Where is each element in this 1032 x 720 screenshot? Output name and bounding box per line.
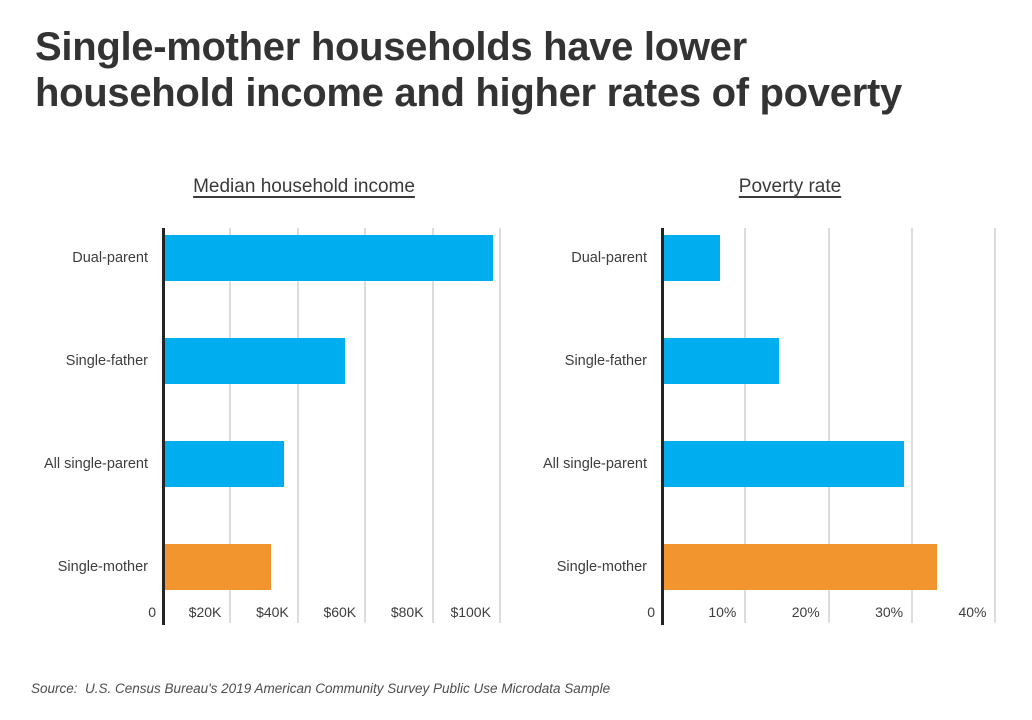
x-axis-tick-label: 0 xyxy=(148,604,156,620)
category-label: Dual-parent xyxy=(72,250,148,266)
x-axis-tick-label: 20% xyxy=(791,604,820,620)
y-axis-line xyxy=(660,228,664,625)
poverty-bar-single-mother xyxy=(663,544,938,590)
source-note: Source: U.S. Census Bureau's 2019 Americ… xyxy=(31,681,611,696)
gridline xyxy=(498,228,501,623)
poverty-bar-dual-parent xyxy=(663,235,721,281)
category-label: Single-father xyxy=(564,353,647,369)
income-bar-single-mother xyxy=(164,544,271,590)
x-axis-tick-label: 10% xyxy=(708,604,737,620)
x-axis-tick-label: $60K xyxy=(323,604,357,620)
page-title: Single-mother households have lower hous… xyxy=(35,25,902,115)
chart-title: Poverty rate xyxy=(738,176,842,197)
income-bar-dual-parent xyxy=(164,235,494,281)
gridline xyxy=(827,228,830,623)
gridline xyxy=(431,228,434,623)
income-bar-single-father xyxy=(164,338,345,384)
category-label: All single-parent xyxy=(44,456,148,472)
poverty-bar-single-father xyxy=(663,338,779,384)
category-label: Single-father xyxy=(65,353,148,369)
x-axis-tick-label: 40% xyxy=(958,604,987,620)
category-label: Single-mother xyxy=(57,559,148,575)
poverty-bar-all-single-parent xyxy=(663,441,904,487)
category-label: All single-parent xyxy=(543,456,647,472)
gridline xyxy=(994,228,997,623)
x-axis-tick-label: 0 xyxy=(647,604,655,620)
gridline xyxy=(229,228,232,623)
x-axis-tick-label: $80K xyxy=(390,604,424,620)
category-label: Dual-parent xyxy=(571,250,647,266)
gridline xyxy=(911,228,914,623)
x-axis-tick-label: 30% xyxy=(875,604,904,620)
gridline xyxy=(296,228,299,623)
x-axis-tick-label: $20K xyxy=(188,604,222,620)
chart-title: Median household income xyxy=(193,176,415,197)
x-axis-tick-label: $40K xyxy=(256,604,289,620)
gridline xyxy=(364,228,367,623)
gridline xyxy=(744,228,747,623)
x-axis-tick-label: $100K xyxy=(450,604,491,620)
income-bar-all-single-parent xyxy=(164,441,285,487)
category-label: Single-mother xyxy=(556,559,647,575)
y-axis-line xyxy=(161,228,165,625)
